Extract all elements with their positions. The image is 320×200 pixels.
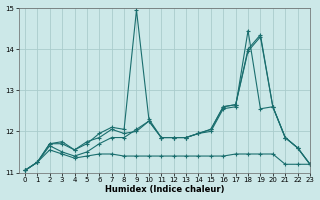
X-axis label: Humidex (Indice chaleur): Humidex (Indice chaleur) <box>105 185 224 194</box>
